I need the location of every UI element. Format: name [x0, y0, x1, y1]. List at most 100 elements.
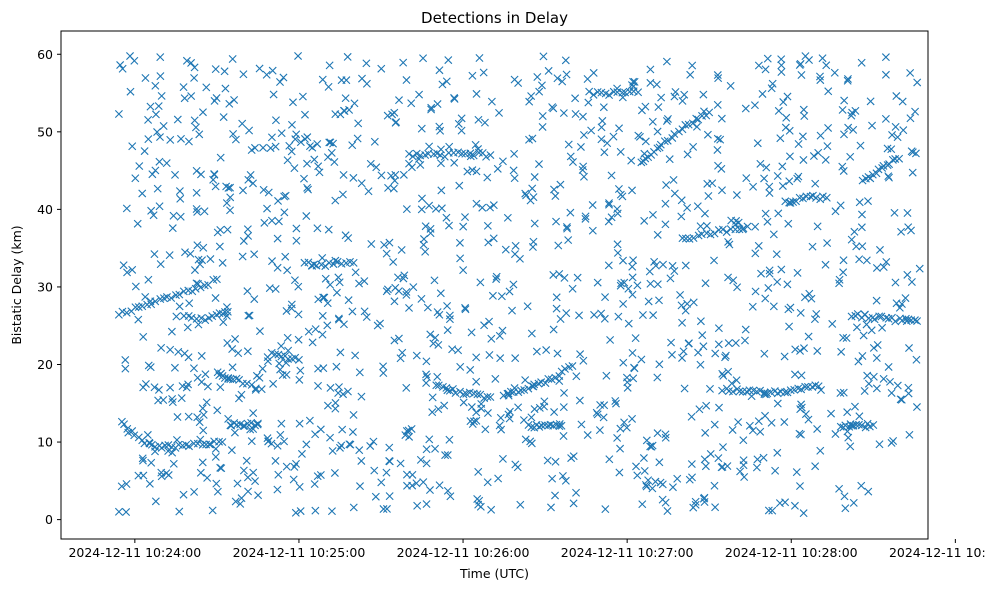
- detection-point: [304, 185, 313, 194]
- detection-point: [628, 414, 637, 423]
- detection-point: [311, 430, 320, 439]
- detection-point: [331, 110, 340, 119]
- detection-point: [351, 268, 360, 277]
- detection-point: [790, 501, 799, 510]
- detection-point: [568, 158, 577, 167]
- detection-point: [314, 381, 323, 390]
- detection-point: [314, 295, 323, 304]
- detection-point: [579, 131, 588, 139]
- detection-point: [655, 296, 663, 305]
- detection-point: [649, 311, 658, 320]
- detection-point: [250, 250, 259, 259]
- detection-point: [230, 95, 239, 104]
- track-point: [728, 387, 737, 396]
- detection-point: [887, 388, 896, 397]
- detection-point: [678, 318, 687, 327]
- detection-point: [881, 53, 890, 62]
- detection-point: [203, 382, 212, 391]
- detection-point: [702, 221, 711, 230]
- detection-point: [162, 159, 171, 168]
- x-tick-label: 2024-12-11 10:27:00: [561, 545, 694, 560]
- detection-point: [308, 143, 317, 152]
- detection-point: [693, 202, 702, 211]
- detection-point: [816, 131, 825, 140]
- detection-point: [563, 224, 572, 233]
- detection-point: [553, 349, 562, 358]
- detection-point: [782, 113, 791, 122]
- detection-point: [310, 155, 319, 164]
- detection-point: [223, 225, 232, 234]
- detection-point: [670, 267, 679, 276]
- detection-point: [854, 357, 863, 366]
- detection-point: [653, 429, 662, 438]
- detection-point: [600, 148, 609, 157]
- detection-point: [872, 353, 881, 362]
- detection-point: [385, 457, 394, 465]
- detection-point: [334, 273, 343, 282]
- y-tick-label: 50: [37, 124, 53, 139]
- detection-point: [644, 476, 653, 485]
- detection-point: [776, 134, 785, 143]
- x-axis: 2024-12-11 10:24:00 2024-12-11 10:25:00 20…: [68, 539, 986, 560]
- track-point: [193, 439, 202, 448]
- detection-point: [350, 99, 359, 108]
- detection-point: [808, 242, 817, 251]
- detection-point: [581, 214, 590, 223]
- detection-point: [648, 441, 657, 450]
- detection-point: [344, 296, 353, 305]
- track-point: [408, 152, 417, 161]
- detection-point: [443, 301, 452, 310]
- detection-point: [239, 236, 248, 245]
- detection-point: [196, 170, 205, 179]
- detection-point: [823, 239, 832, 248]
- detection-point: [771, 466, 780, 475]
- detection-point: [417, 124, 426, 133]
- detection-point: [469, 417, 478, 426]
- detection-point: [710, 256, 719, 265]
- detection-point: [553, 74, 562, 83]
- detection-point: [713, 100, 722, 109]
- detection-point: [419, 235, 428, 244]
- track-point: [875, 312, 884, 321]
- detection-point: [633, 281, 642, 290]
- track-point: [473, 390, 482, 399]
- detection-point: [226, 193, 235, 202]
- detection-point: [216, 383, 225, 392]
- detection-point: [578, 112, 587, 121]
- track-point: [891, 317, 900, 326]
- detection-point: [605, 200, 614, 209]
- detection-point: [662, 181, 671, 190]
- detection-point: [747, 392, 756, 401]
- detection-point: [391, 170, 400, 179]
- detection-point: [774, 209, 783, 218]
- track-point: [226, 375, 235, 384]
- detection-point: [222, 311, 231, 320]
- detection-point: [562, 222, 571, 231]
- detection-point: [182, 56, 191, 65]
- detection-point: [587, 126, 596, 135]
- detection-point: [138, 454, 147, 463]
- detection-point: [326, 280, 335, 289]
- detection-point: [366, 441, 375, 450]
- detection-point: [353, 134, 362, 143]
- detection-point: [550, 185, 559, 194]
- detection-point: [192, 279, 201, 288]
- detection-point: [303, 133, 312, 142]
- detection-point: [445, 315, 454, 324]
- detection-point: [196, 435, 205, 444]
- detection-point: [238, 119, 247, 128]
- detection-point: [226, 183, 235, 192]
- detection-point: [839, 256, 848, 265]
- detection-point: [514, 403, 523, 412]
- detection-point: [678, 353, 687, 362]
- detection-point: [560, 273, 569, 282]
- detection-point: [601, 505, 610, 514]
- detection-point: [382, 249, 391, 258]
- detection-point: [767, 418, 776, 427]
- detection-point: [369, 437, 378, 446]
- detection-point: [422, 370, 431, 379]
- detection-point: [151, 166, 160, 175]
- detection-point: [323, 321, 332, 330]
- track-point: [486, 151, 495, 160]
- detection-point: [777, 61, 786, 70]
